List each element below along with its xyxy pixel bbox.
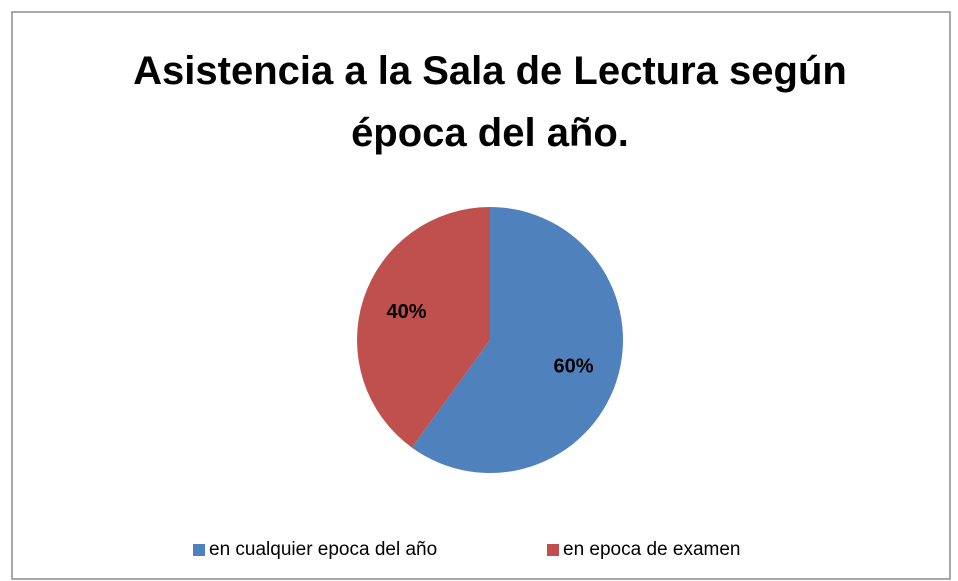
legend-label: en cualquier epoca del año — [209, 539, 437, 560]
pie-slice — [356, 207, 490, 448]
legend-swatch — [547, 544, 559, 556]
data-label: 40% — [387, 301, 427, 323]
pie-slice — [411, 207, 623, 474]
legend-label: en epoca de examen — [563, 539, 740, 560]
data-label: 60% — [553, 355, 593, 377]
chart-title: Asistencia a la Sala de Lectura según ép… — [133, 49, 847, 155]
legend-swatch — [193, 544, 205, 556]
